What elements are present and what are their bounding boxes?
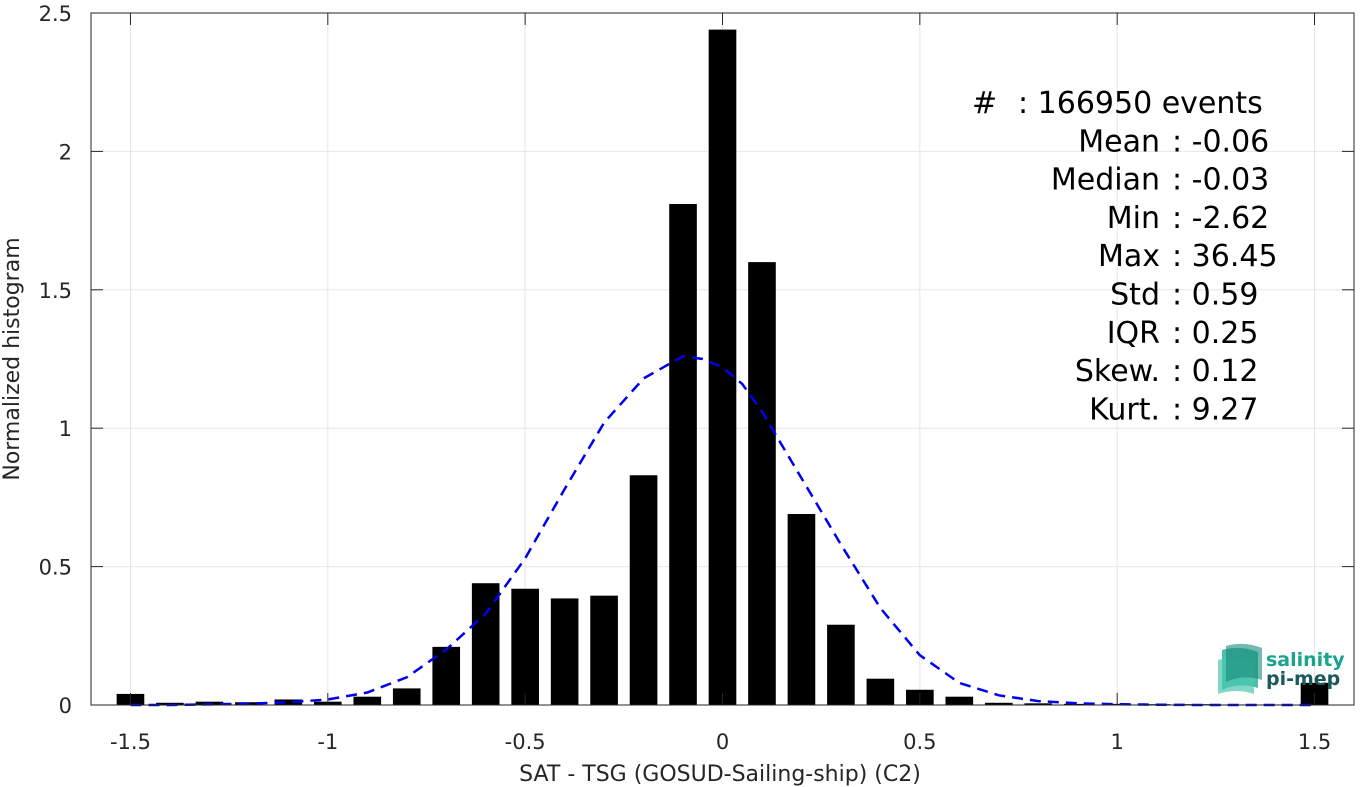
stat-label: Median bbox=[1051, 163, 1160, 198]
stat-value: : -0.06 bbox=[1172, 124, 1269, 159]
histogram-bar bbox=[866, 678, 895, 705]
stat-label: Kurt. bbox=[1089, 392, 1160, 427]
logo-line2: pi-mep bbox=[1266, 668, 1340, 690]
stat-label: Max bbox=[1098, 239, 1160, 274]
fit-curve bbox=[130, 354, 1315, 707]
stat-label: Skew. bbox=[1075, 354, 1160, 389]
histogram-bar bbox=[827, 624, 855, 705]
y-tick-label: 0 bbox=[59, 694, 72, 718]
y-tick-label: 0.5 bbox=[39, 556, 72, 580]
histogram-bar bbox=[1024, 703, 1053, 705]
histogram-bar bbox=[787, 514, 816, 705]
stat-value: : -2.62 bbox=[1172, 201, 1269, 236]
histogram-bar bbox=[353, 696, 382, 705]
stat-value: : -0.03 bbox=[1172, 163, 1269, 198]
histogram-bar bbox=[274, 699, 303, 705]
histogram-bar bbox=[708, 29, 737, 706]
stat-label: Std bbox=[1110, 278, 1160, 313]
histogram-bars bbox=[116, 29, 1329, 706]
x-tick-label: -0.5 bbox=[505, 730, 546, 754]
x-tick-label: 1 bbox=[1111, 730, 1124, 754]
y-axis-label: Normalized histogram bbox=[0, 237, 25, 480]
histogram-bar bbox=[748, 262, 776, 705]
histogram-bar bbox=[590, 595, 618, 705]
stat-value: : 9.27 bbox=[1172, 392, 1258, 427]
histogram-bar bbox=[984, 702, 1013, 705]
histogram-bar bbox=[669, 203, 697, 705]
stat-value: : 166950 events bbox=[1018, 86, 1263, 121]
x-axis-label: SAT - TSG (GOSUD-Sailing-ship) (C2) bbox=[519, 762, 921, 787]
histogram-bar bbox=[629, 475, 658, 705]
stat-value: : 0.59 bbox=[1172, 278, 1258, 313]
stat-label: # bbox=[972, 86, 997, 121]
histogram-bar bbox=[945, 696, 974, 705]
histogram-bar bbox=[511, 588, 539, 705]
stat-label: Min bbox=[1107, 201, 1160, 236]
x-tick-label: -1 bbox=[317, 730, 338, 754]
y-tick-label: 2 bbox=[59, 140, 72, 164]
y-tick-labels: 0 0.5 1 1.5 2 2.5 bbox=[39, 2, 72, 718]
x-tick-label: 1.5 bbox=[1298, 730, 1331, 754]
y-tick-label: 2.5 bbox=[39, 2, 72, 26]
stat-label: Mean bbox=[1078, 124, 1160, 159]
stat-value: : 0.25 bbox=[1172, 316, 1258, 351]
histogram-bar bbox=[392, 688, 421, 705]
axes-frame bbox=[90, 12, 1355, 706]
stat-label: IQR bbox=[1107, 316, 1160, 351]
histogram-bar bbox=[1063, 703, 1092, 705]
y-tick-label: 1.5 bbox=[39, 279, 72, 303]
stat-value: : 36.45 bbox=[1172, 239, 1278, 274]
wave-logo-icon bbox=[1218, 643, 1262, 694]
stat-value: : 0.12 bbox=[1172, 354, 1258, 389]
logo-line1: salinity bbox=[1266, 649, 1345, 671]
histogram-bar bbox=[471, 583, 500, 705]
x-tick-label: 0.5 bbox=[903, 730, 936, 754]
salinity-pi-mep-logo: salinity pi-mep bbox=[1218, 643, 1345, 694]
y-tick-label: 1 bbox=[59, 417, 72, 441]
x-tick-label: -1.5 bbox=[110, 730, 151, 754]
histogram-bar bbox=[550, 598, 579, 705]
x-tick-label: 0 bbox=[716, 730, 729, 754]
x-tick-labels: -1.5 -1 -0.5 0 0.5 1 1.5 bbox=[110, 730, 1331, 754]
